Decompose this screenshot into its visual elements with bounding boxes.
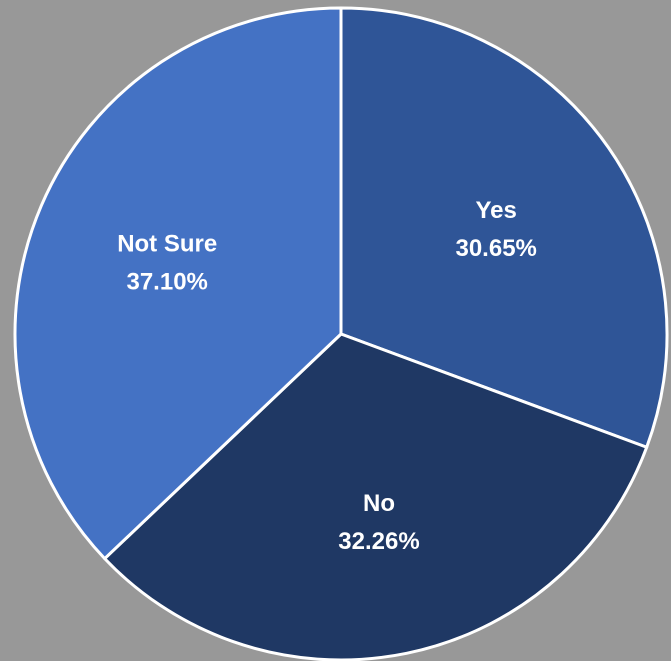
pie-slices — [13, 6, 669, 661]
pie-label-value: 37.10% — [126, 268, 207, 295]
pie-slice-yes — [339, 6, 669, 449]
pie-label-not-sure: Not Sure 37.10% — [117, 230, 217, 295]
pie-label-value: 30.65% — [455, 235, 536, 262]
pie-label-category: Not Sure — [117, 230, 217, 257]
pie-labels: Yes 30.65% No 32.26% Not Sure 37.10% — [117, 197, 537, 555]
pie-label-no: No 32.26% — [338, 490, 419, 555]
pie-slice-not-sure — [13, 6, 343, 561]
pie-label-category: Yes — [476, 197, 517, 224]
pie-slice-no — [103, 332, 649, 661]
pie-label-category: No — [363, 490, 395, 517]
pie-label-value: 32.26% — [338, 528, 419, 555]
pie-label-yes: Yes 30.65% — [455, 197, 536, 262]
